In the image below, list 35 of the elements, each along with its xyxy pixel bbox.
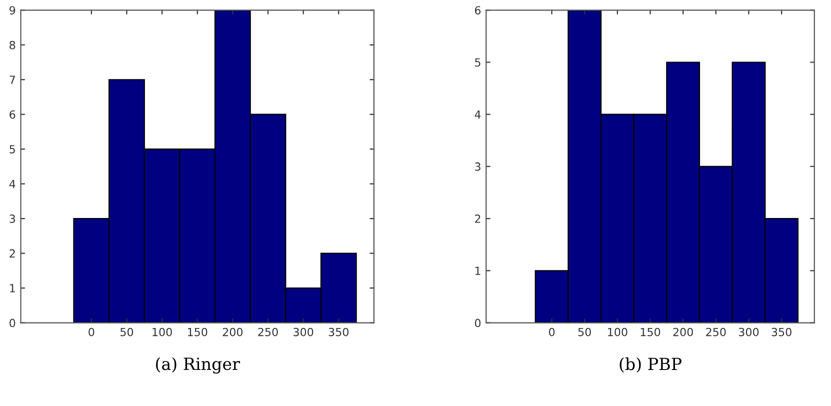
y-tick-label: 8 <box>10 40 16 50</box>
y-tick-label: 5 <box>475 58 480 67</box>
text: (a) Ringer <box>156 357 240 374</box>
x-tick-label: 300 <box>738 328 759 336</box>
y-tick-label: 2 <box>475 214 480 223</box>
y-tick-label: 2 <box>10 249 15 258</box>
x-tick-label: 300 <box>294 328 314 336</box>
x-tick-label: 50 <box>578 328 591 336</box>
y-tick-label: 0 <box>10 318 16 328</box>
y-tick-label: 6 <box>10 110 16 119</box>
y-tick-label: 4 <box>474 110 481 119</box>
y-tick-label: 1 <box>475 266 480 275</box>
x-tick-label: 0 <box>88 328 94 336</box>
x-tick-label: 350 <box>328 328 348 336</box>
x-tick-label: 200 <box>673 328 693 336</box>
x-tick-label: 0 <box>548 328 555 336</box>
y-tick-label: 5 <box>10 145 15 154</box>
x-tick-label: 100 <box>152 328 172 336</box>
x-tick-label: 250 <box>706 328 726 336</box>
y-tick-label: 6 <box>474 6 481 15</box>
y-tick-label: 4 <box>9 180 16 188</box>
y-tick-label: 1 <box>10 284 15 292</box>
x-tick-label: 100 <box>608 328 628 336</box>
x-tick-label: 200 <box>222 328 243 336</box>
text: (b) PBP <box>620 357 682 373</box>
x-tick-label: 150 <box>640 328 660 336</box>
x-tick-label: 350 <box>772 328 792 336</box>
y-tick-label: 3 <box>475 162 480 171</box>
y-tick-label: 0 <box>474 318 481 328</box>
x-tick-label: 250 <box>258 328 278 336</box>
y-tick-label: 7 <box>10 76 15 84</box>
x-tick-label: 50 <box>120 328 134 336</box>
y-tick-label: 9 <box>10 6 16 15</box>
x-tick-label: 150 <box>188 328 208 336</box>
y-tick-label: 3 <box>10 214 16 223</box>
